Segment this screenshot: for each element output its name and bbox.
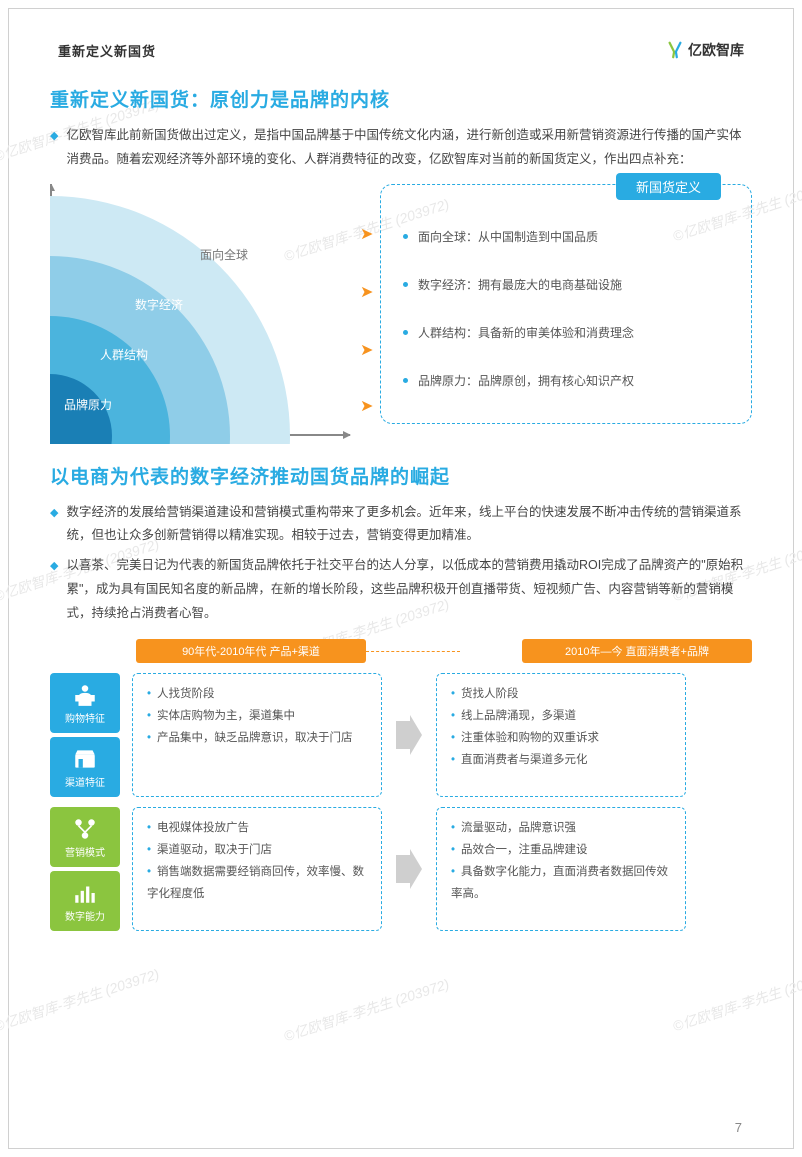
section2-title: 以电商为代表的数字经济推动国货品牌的崛起 [50, 462, 752, 489]
info-line: •具备数字化能力，直面消费者数据回传效率高。 [451, 862, 671, 906]
section1-para: ◆ 亿欧智库此前新国货做出过定义，是指中国品牌基于中国传统文化内涵，进行新创造或… [50, 124, 752, 172]
definition-item: 数字经济：拥有最庞大的电商基础设施 [403, 276, 733, 293]
arrow-icon: ➤ [360, 282, 373, 302]
dot-icon [403, 234, 408, 239]
watermark: ©亿欧智库-李先生 (203972) [0, 964, 162, 1036]
timeline: 90年代-2010年代 产品+渠道 2010年—今 直面消费者+品牌 [136, 639, 752, 663]
ring-label: 人群结构 [100, 346, 148, 363]
para-text: 数字经济的发展给营销渠道建设和营销模式重构带来了更多机会。近年来，线上平台的快速… [66, 501, 752, 549]
watermark: ©亿欧智库-李先生 (203972) [281, 974, 452, 1046]
definition-item: 人群结构：具备新的审美体验和消费理念 [403, 324, 733, 341]
diamond-icon: ◆ [50, 124, 58, 172]
info-line: •品效合一，注重品牌建设 [451, 840, 671, 862]
timeline-dash [366, 651, 460, 652]
era-right: 2010年—今 直面消费者+品牌 [522, 639, 752, 663]
feature-icon-cell: 数字能力 [50, 871, 120, 931]
info-line: •货找人阶段 [451, 684, 671, 706]
info-line: •产品集中，缺乏品牌意识，取决于门店 [147, 728, 367, 750]
definition-item: 面向全球：从中国制造到中国品质 [403, 228, 733, 245]
info-line: •渠道驱动，取决于门店 [147, 840, 367, 862]
left-info-bot: •电视媒体投放广告•渠道驱动，取决于门店•销售端数据需要经销商回传，效率慢、数字… [132, 807, 382, 931]
dot-icon [403, 282, 408, 287]
info-line: •电视媒体投放广告 [147, 818, 367, 840]
feature-icon-cell: 渠道特征 [50, 737, 120, 797]
icon-label: 渠道特征 [65, 774, 105, 789]
para-text: 以喜茶、完美日记为代表的新国货品牌依托于社交平台的达人分享，以低成本的营销费用撬… [66, 554, 752, 625]
definition-item: 品牌原力：品牌原创，拥有核心知识产权 [403, 372, 733, 389]
page-number: 7 [735, 1120, 742, 1135]
section2-para1: ◆ 数字经济的发展给营销渠道建设和营销模式重构带来了更多机会。近年来，线上平台的… [50, 501, 752, 549]
header-title: 重新定义新国货 [58, 41, 156, 60]
info-line: •线上品牌涌现，多渠道 [451, 706, 671, 728]
ring-label: 面向全球 [200, 246, 248, 263]
diamond-icon: ◆ [50, 554, 58, 625]
ring-label: 数字经济 [135, 296, 183, 313]
grid-top: 购物特征渠道特征 •人找货阶段•实体店购物为主，渠道集中•产品集中，缺乏品牌意识… [50, 673, 752, 797]
icon-label: 购物特征 [65, 710, 105, 725]
grid-bot: 营销模式数字能力 •电视媒体投放广告•渠道驱动，取决于门店•销售端数据需要经销商… [50, 807, 752, 931]
def-text: 人群结构：具备新的审美体验和消费理念 [418, 324, 634, 341]
info-line: •销售端数据需要经销商回传，效率慢、数字化程度低 [147, 862, 367, 906]
def-text: 品牌原力：品牌原创，拥有核心知识产权 [418, 372, 634, 389]
definition-tag: 新国货定义 [616, 173, 721, 200]
right-info-top: •货找人阶段•线上品牌涌现，多渠道•注重体验和购物的双重诉求•直面消费者与渠道多… [436, 673, 686, 797]
diamond-icon: ◆ [50, 501, 58, 549]
brand-logo: 亿欧智库 [666, 40, 744, 60]
icon-label: 营销模式 [65, 844, 105, 859]
right-info-bot: •流量驱动，品牌意识强•品效合一，注重品牌建设•具备数字化能力，直面消费者数据回… [436, 807, 686, 931]
ring-label: 品牌原力 [64, 396, 112, 413]
left-info-top: •人找货阶段•实体店购物为主，渠道集中•产品集中，缺乏品牌意识，取决于门店 [132, 673, 382, 797]
dot-icon [403, 330, 408, 335]
big-arrow-icon [394, 673, 424, 797]
info-line: •人找货阶段 [147, 684, 367, 706]
feature-icon-cell: 营销模式 [50, 807, 120, 867]
watermark: ©亿欧智库-李先生 (203972) [670, 964, 802, 1036]
big-arrow-icon [394, 807, 424, 931]
def-text: 数字经济：拥有最庞大的电商基础设施 [418, 276, 622, 293]
radial-diagram-row: 面向全球数字经济人群结构品牌原力 新国货定义 面向全球：从中国制造到中国品质数字… [50, 184, 752, 444]
arrow-icon: ➤ [360, 224, 373, 244]
para-text: 亿欧智库此前新国货做出过定义，是指中国品牌基于中国传统文化内涵，进行新创造或采用… [66, 124, 752, 172]
info-line: •注重体验和购物的双重诉求 [451, 728, 671, 750]
info-line: •流量驱动，品牌意识强 [451, 818, 671, 840]
arrow-icon: ➤ [360, 396, 373, 416]
arrow-icon: ➤ [360, 340, 373, 360]
brand-name: 亿欧智库 [688, 40, 744, 60]
icon-label: 数字能力 [65, 908, 105, 923]
info-line: •直面消费者与渠道多元化 [451, 750, 671, 772]
section1-title: 重新定义新国货：原创力是品牌的内核 [50, 85, 752, 112]
logo-icon [666, 41, 684, 59]
def-text: 面向全球：从中国制造到中国品质 [418, 228, 598, 245]
feature-icon-cell: 购物特征 [50, 673, 120, 733]
dot-icon [403, 378, 408, 383]
page-header: 重新定义新国货 亿欧智库 [50, 40, 752, 60]
info-line: •实体店购物为主，渠道集中 [147, 706, 367, 728]
section2-para2: ◆ 以喜茶、完美日记为代表的新国货品牌依托于社交平台的达人分享，以低成本的营销费… [50, 554, 752, 625]
radial-chart: 面向全球数字经济人群结构品牌原力 [50, 184, 360, 444]
definition-box: 新国货定义 面向全球：从中国制造到中国品质数字经济：拥有最庞大的电商基础设施人群… [380, 184, 752, 424]
era-left: 90年代-2010年代 产品+渠道 [136, 639, 366, 663]
